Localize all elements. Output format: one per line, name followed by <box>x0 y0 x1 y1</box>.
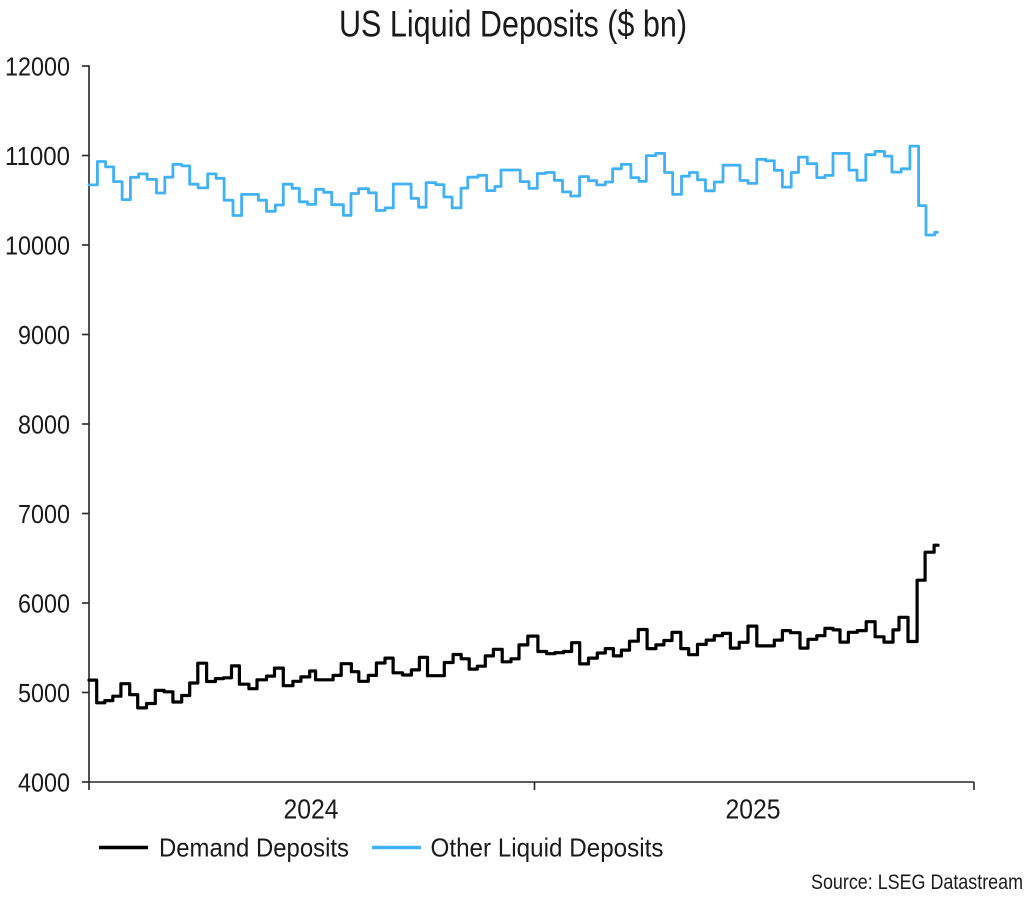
svg-text:2024: 2024 <box>284 794 339 825</box>
svg-text:6000: 6000 <box>18 588 70 618</box>
svg-text:Source: LSEG Datastream: Source: LSEG Datastream <box>811 870 1023 894</box>
svg-text:9000: 9000 <box>18 320 70 350</box>
svg-text:4000: 4000 <box>18 767 70 797</box>
svg-text:7000: 7000 <box>18 499 70 529</box>
svg-text:12000: 12000 <box>5 51 70 81</box>
svg-text:11000: 11000 <box>5 141 70 171</box>
svg-text:2025: 2025 <box>726 794 781 825</box>
svg-text:US Liquid Deposits ($ bn): US Liquid Deposits ($ bn) <box>339 3 687 45</box>
svg-text:Demand Deposits: Demand Deposits <box>159 833 349 863</box>
svg-text:10000: 10000 <box>5 230 70 260</box>
svg-text:5000: 5000 <box>18 678 70 708</box>
svg-text:Other Liquid Deposits: Other Liquid Deposits <box>431 833 664 863</box>
svg-text:8000: 8000 <box>18 409 70 439</box>
